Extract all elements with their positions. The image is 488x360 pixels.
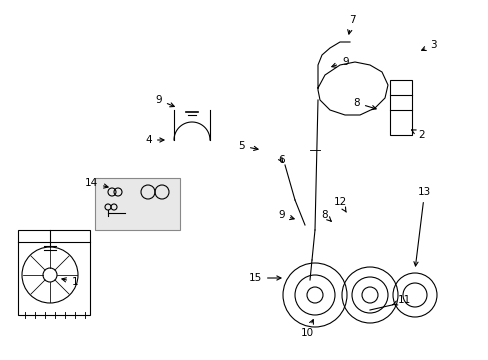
Text: 8: 8 xyxy=(353,98,375,110)
Text: 13: 13 xyxy=(413,187,430,266)
Text: 10: 10 xyxy=(300,320,313,338)
Text: 4: 4 xyxy=(145,135,163,145)
Text: 9: 9 xyxy=(155,95,174,107)
Text: 8: 8 xyxy=(321,210,330,221)
Bar xyxy=(95,178,180,230)
Text: 1: 1 xyxy=(62,277,79,287)
Text: 12: 12 xyxy=(333,197,346,212)
Text: 5: 5 xyxy=(238,141,258,151)
Bar xyxy=(18,230,90,315)
Text: 15: 15 xyxy=(248,273,281,283)
Bar xyxy=(389,80,411,135)
Text: 9: 9 xyxy=(331,57,348,67)
Text: 2: 2 xyxy=(411,130,424,140)
Text: 11: 11 xyxy=(392,295,410,305)
Text: 9: 9 xyxy=(278,210,294,220)
Text: 3: 3 xyxy=(421,40,436,50)
Text: 14: 14 xyxy=(84,178,108,188)
Text: 7: 7 xyxy=(347,15,355,34)
Text: 6: 6 xyxy=(278,155,284,165)
